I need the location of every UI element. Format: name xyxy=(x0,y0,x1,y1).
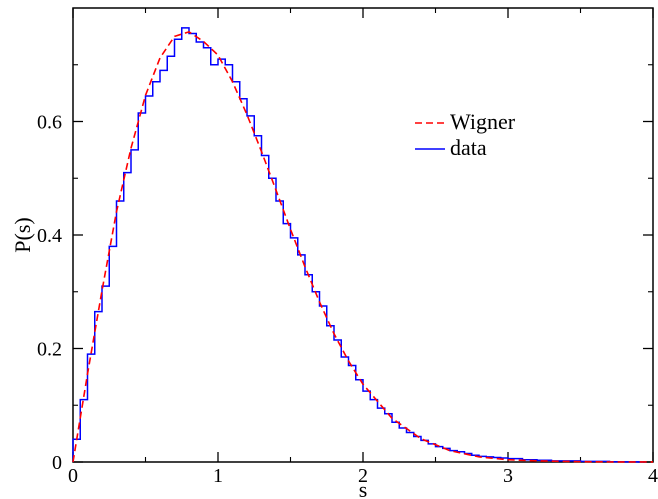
x-tick-label: 0 xyxy=(68,465,78,487)
x-tick-label: 4 xyxy=(648,465,658,487)
x-tick-label: 2 xyxy=(358,465,368,487)
legend-label-wigner: Wigner xyxy=(450,109,516,134)
x-tick-label: 3 xyxy=(503,465,513,487)
tick-labels: 0 1 2 3 4 0 0.2 0.4 0.6 xyxy=(37,112,658,488)
series-wigner-line xyxy=(72,30,654,463)
series-data-line xyxy=(72,27,646,463)
legend-label-data: data xyxy=(450,135,487,160)
y-tick-label: 0 xyxy=(52,452,62,474)
plot-lines xyxy=(72,27,654,463)
y-axis-label: P(s) xyxy=(10,217,35,252)
y-tick-label: 0.2 xyxy=(37,339,62,361)
x-tick-label: 1 xyxy=(213,465,223,487)
x-axis-label: s xyxy=(359,477,368,499)
y-tick-label: 0.6 xyxy=(37,112,62,134)
y-tick-label: 0.4 xyxy=(37,225,62,247)
legend: Wigner data xyxy=(415,109,516,160)
